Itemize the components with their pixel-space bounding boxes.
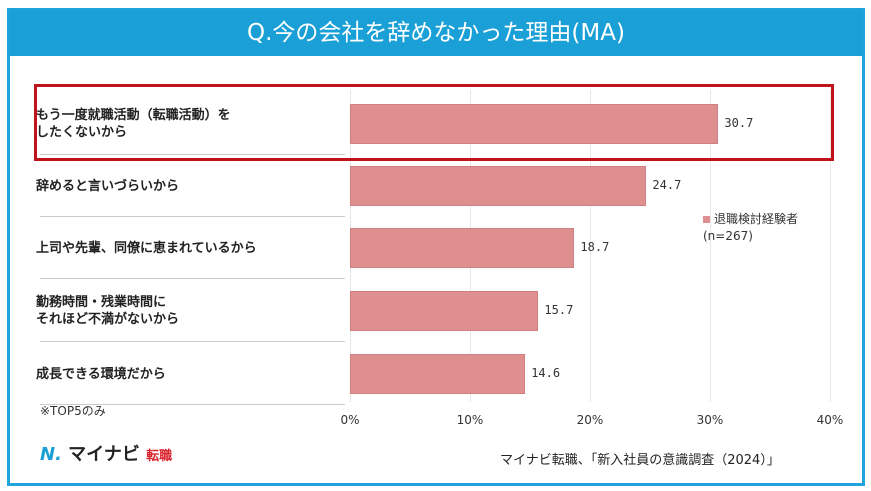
- x-tick-label: 10%: [456, 413, 484, 427]
- category-label: 辞めると言いづらいから: [36, 178, 180, 194]
- bar: [350, 291, 539, 331]
- note: ※TOP5のみ: [40, 404, 106, 418]
- legend: 退職検討経験者 (n=267): [703, 211, 798, 245]
- row-separator: [40, 216, 345, 217]
- row-separator: [40, 278, 345, 279]
- gridline: [590, 90, 591, 402]
- bar: [350, 354, 526, 394]
- category-label: 勤務時間・残業時間に それほど不満がないから: [36, 295, 180, 327]
- bar: [350, 166, 647, 206]
- row-separator: [40, 341, 345, 342]
- category-label: 成長できる環境だから: [36, 366, 166, 382]
- legend-swatch: [703, 216, 710, 223]
- bar: [350, 104, 719, 144]
- x-tick-label: 20%: [576, 413, 604, 427]
- x-tick-label: 30%: [696, 413, 724, 427]
- gridline: [830, 90, 831, 402]
- gridline: [710, 90, 711, 402]
- value-label: 15.7: [544, 303, 574, 317]
- x-tick-label: 40%: [816, 413, 844, 427]
- value-label: 18.7: [580, 240, 610, 254]
- legend-label: 退職検討経験者 (n=267): [703, 212, 799, 243]
- category-label: 上司や先輩、同僚に恵まれているから: [36, 240, 257, 256]
- source-text: マイナビ転職、「新入社員の意識調査（2024）」: [500, 453, 780, 468]
- row-separator: [40, 154, 345, 155]
- mynavi-logo: N. マイナビ 転職: [40, 444, 173, 465]
- chart-title: Q.今の会社を辞めなかった理由(MA): [10, 11, 862, 56]
- chart-frame: Q.今の会社を辞めなかった理由(MA): [7, 8, 865, 486]
- x-tick-label: 0%: [340, 413, 360, 427]
- value-label: 30.7: [724, 116, 754, 130]
- bar: [350, 228, 575, 268]
- value-label: 24.7: [652, 178, 682, 192]
- category-label: もう一度就職活動（転職活動）を したくないから: [36, 108, 231, 140]
- highlight-box: [34, 84, 834, 161]
- row-separator: [40, 404, 345, 405]
- value-label: 14.6: [531, 366, 561, 380]
